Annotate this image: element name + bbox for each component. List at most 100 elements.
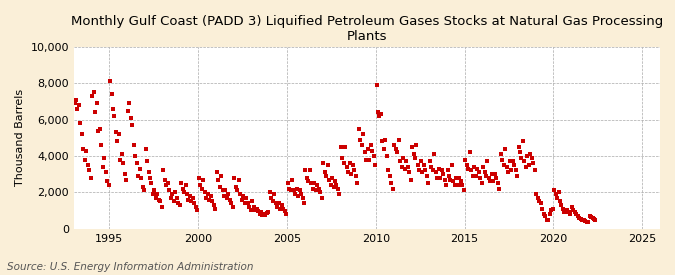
Point [179,190,190,194]
Point [281,212,292,216]
Point [157,205,167,209]
Point [519,159,530,164]
Point [229,175,240,180]
Point [221,196,232,200]
Point [327,175,338,180]
Point [121,177,132,182]
Point [148,192,159,196]
Point [338,161,349,166]
Point [368,154,379,158]
Point [112,139,123,144]
Point [313,186,324,191]
Point [497,157,508,162]
Point [235,192,246,196]
Point [565,212,576,216]
Point [371,83,382,87]
Point [132,161,142,166]
Point [430,170,441,175]
Point [475,175,485,180]
Point [367,148,377,153]
Point [282,181,293,185]
Point [498,163,509,167]
Point [344,161,355,166]
Point [483,175,494,180]
Point [242,201,253,205]
Point [207,199,217,204]
Point [266,196,277,200]
Point [589,217,599,221]
Point [182,192,192,196]
Point [107,106,118,111]
Point [304,168,315,173]
Point [155,199,166,204]
Point [184,194,195,198]
Point [265,190,275,194]
Point [568,208,578,213]
Point [466,168,477,173]
Point [309,181,320,185]
Point [199,190,210,194]
Point [82,163,93,167]
Point [91,101,102,106]
Point [269,192,279,196]
Point [443,174,454,178]
Point [173,201,184,205]
Point [433,166,444,171]
Point [537,207,547,211]
Point [394,138,404,142]
Point [436,168,447,173]
Point [195,183,206,187]
Point [406,145,417,149]
Point [293,194,304,198]
Point [137,185,148,189]
Point [240,201,250,205]
Point [529,168,540,173]
Point [569,210,580,214]
Point [550,192,561,196]
Point [452,183,463,187]
Point [152,192,163,196]
Point [470,174,481,178]
Point [248,205,259,209]
Point [333,186,344,191]
Point [259,212,269,216]
Point [437,172,448,176]
Point [500,147,510,151]
Point [441,183,452,187]
Point [232,188,243,193]
Point [297,196,308,200]
Point [418,163,429,167]
Point [236,197,247,202]
Point [578,218,589,223]
Point [439,177,450,182]
Point [144,175,155,180]
Point [473,170,484,175]
Point [225,197,236,202]
Point [513,145,524,149]
Point [395,159,406,164]
Point [260,213,271,217]
Point [556,203,567,207]
Point [479,170,490,175]
Point [365,143,376,147]
Point [380,138,391,142]
Point [411,143,422,147]
Point [564,210,574,214]
Point [300,168,311,173]
Point [325,183,336,187]
Point [520,165,531,169]
Point [178,186,188,191]
Point [423,181,434,185]
Point [414,168,425,173]
Point [495,152,506,156]
Point [302,175,313,180]
Point [560,210,571,214]
Point [136,175,146,180]
Point [188,196,198,200]
Point [227,205,238,209]
Point [95,126,105,131]
Point [398,156,408,160]
Point [124,101,135,106]
Point [86,175,97,180]
Point [346,172,356,176]
